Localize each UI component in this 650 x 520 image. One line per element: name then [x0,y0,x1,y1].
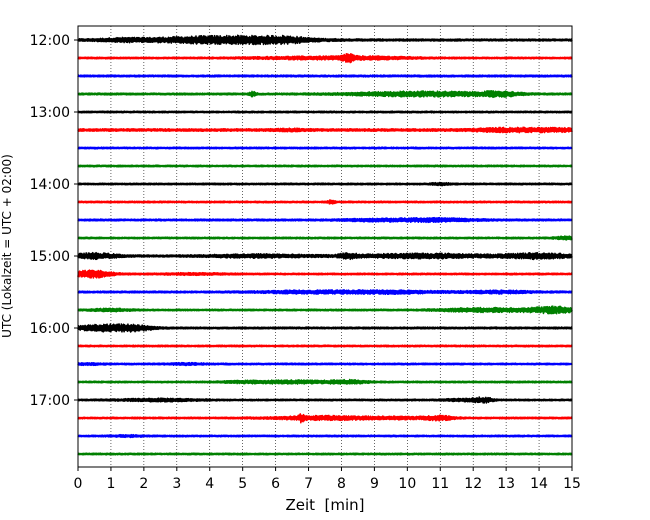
trace-1515 [77,269,573,279]
x-tick-label-8: 8 [337,476,346,492]
trace-1415 [77,199,573,205]
trace-1430 [77,216,573,224]
trace-1730 [77,433,573,439]
plot-frame [77,25,573,468]
x-tick-label-0: 0 [74,476,83,492]
trace-1745 [77,452,573,456]
trace-1330 [77,146,573,150]
trace-1345 [77,164,573,168]
x-tick-label-12: 12 [464,476,482,492]
y-tick-label-14:00: 14:00 [30,177,70,193]
trace-1530 [77,289,573,296]
y-tick-label-16:00: 16:00 [30,321,70,337]
y-tick-label-15:00: 15:00 [30,249,70,265]
trace-1400 [77,181,573,187]
y-tick-label-13:00: 13:00 [30,105,70,121]
x-tick-label-13: 13 [497,476,515,492]
trace-1615 [77,344,573,348]
trace-1500 [77,251,573,261]
trace-1445 [77,235,573,241]
x-tick-label-4: 4 [205,476,214,492]
x-tick-label-7: 7 [304,476,313,492]
trace-1545 [77,305,573,315]
trace-1245 [77,90,573,99]
x-tick-label-6: 6 [271,476,280,492]
x-tick-label-5: 5 [238,476,247,492]
x-tick-label-14: 14 [530,476,548,492]
x-tick-label-15: 15 [563,476,581,492]
trace-1315 [77,126,573,134]
trace-1600 [77,323,573,333]
trace-1645 [77,378,573,385]
x-tick-label-11: 11 [431,476,449,492]
y-tick-label-12:00: 12:00 [30,33,70,49]
trace-1230 [77,74,573,78]
x-tick-label-10: 10 [398,476,416,492]
y-tick-label-17:00: 17:00 [30,393,70,409]
trace-1300 [77,110,573,114]
x-tick-label-9: 9 [370,476,379,492]
y-axis-label: UTC (Lokalzeit = UTC + 02:00) [0,154,14,338]
x-tick-label-3: 3 [172,476,181,492]
trace-1215 [77,52,573,64]
x-tick-label-1: 1 [106,476,115,492]
y-axis-ticks: 12:00 13:00 14:00 15:00 16:00 17:00 [30,33,78,409]
trace-1630 [77,361,573,367]
x-tick-label-2: 2 [139,476,148,492]
x-axis-label: Zeit [min] [285,496,364,514]
trace-1200 [77,34,573,46]
x-axis-ticks: 0 1 2 3 4 5 6 7 8 9 10 11 12 13 14 15 [74,467,581,492]
trace-1700 [77,396,573,404]
seismogram-traces [77,34,573,456]
trace-1715 [77,413,573,424]
